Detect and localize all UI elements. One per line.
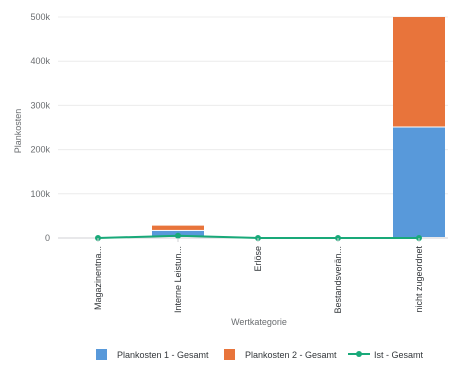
bars — [152, 17, 445, 237]
y-axis-title: Plankosten — [13, 109, 23, 154]
x-axis-title: Wertkategorie — [231, 317, 287, 327]
gridlines — [58, 16, 448, 239]
y-tick-label: 100k — [30, 189, 50, 199]
axes: Plankosten Wertkategorie 0 100k 200k 300k 40… — [13, 12, 424, 327]
category-label: Erlöse — [253, 246, 263, 272]
y-tick-label: 400k — [30, 56, 50, 66]
y-tick-label: 500k — [30, 12, 50, 22]
legend-plankosten-2-label: Plankosten 2 - Gesamt — [245, 350, 337, 360]
category-label: Magazinentna... — [93, 246, 103, 310]
y-tick-label: 300k — [30, 100, 50, 110]
legend-ist-label: Ist - Gesamt — [374, 350, 424, 360]
y-tick-label: 0 — [45, 233, 50, 243]
bar-plankosten-1-gesamt-4 — [393, 127, 445, 237]
legend-plankosten-1-label: Plankosten 1 - Gesamt — [117, 350, 209, 360]
ist-gesamt-point-1 — [175, 232, 181, 239]
legend-ist-marker — [356, 351, 362, 357]
legend-plankosten-1-swatch — [96, 349, 107, 360]
category-label: Interne Leistun... — [173, 246, 183, 313]
category-label: Bestandsverän... — [333, 246, 343, 314]
bar-plankosten-2-gesamt-1 — [152, 225, 204, 230]
bar-plankosten-2-gesamt-4 — [393, 17, 445, 127]
legend-plankosten-2-swatch — [224, 349, 235, 360]
y-tick-label: 200k — [30, 145, 50, 155]
legend: Plankosten 1 - Gesamt Plankosten 2 - Gesa… — [96, 349, 424, 360]
category-label: nicht zugeordnet — [414, 246, 424, 313]
